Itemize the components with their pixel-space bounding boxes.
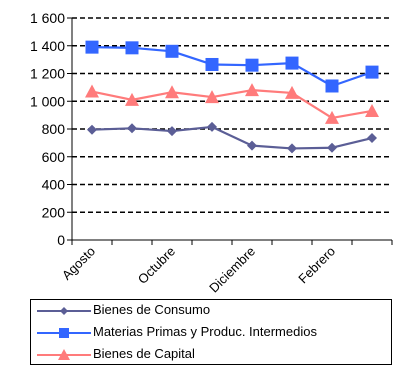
x-tick-label: Febrero <box>295 244 338 287</box>
y-axis-ticks: 0 200 400 600 800 1 000 1 200 1 400 1 600 <box>30 10 72 248</box>
data-point-diamond <box>367 133 377 144</box>
legend-marker-diamond-icon <box>37 307 91 315</box>
x-axis-ticks: Agosto Octubre Diciembre Febrero <box>59 240 393 296</box>
y-tick-label: 1 600 <box>30 10 65 26</box>
x-tick-label: Diciembre <box>206 244 258 296</box>
data-point-diamond <box>327 142 337 153</box>
data-point-diamond <box>287 143 297 154</box>
data-point-square <box>125 41 139 55</box>
data-point-square <box>205 57 219 71</box>
data-point-triangle <box>85 84 99 98</box>
series-line-3 <box>91 89 373 120</box>
y-tick-label: 0 <box>57 232 65 248</box>
data-point-diamond <box>207 121 217 132</box>
legend-marker-triangle-icon <box>37 349 91 360</box>
data-point-triangle <box>285 85 299 99</box>
legend-label: Materias Primas y Produc. Intermedios <box>93 324 317 339</box>
data-point-square <box>285 56 299 70</box>
data-point-square <box>165 44 179 58</box>
legend: Bienes de Consumo Materias Primas y Prod… <box>30 299 392 365</box>
data-point-square <box>365 65 379 79</box>
data-point-triangle <box>205 90 219 104</box>
x-tick-label: Agosto <box>59 244 98 283</box>
y-tick-label: 600 <box>42 149 66 165</box>
legend-item-bienes-de-capital: Bienes de Capital <box>31 344 391 364</box>
data-point-triangle <box>165 85 179 99</box>
data-point-diamond <box>87 124 97 135</box>
data-point-diamond <box>127 123 137 134</box>
data-point-diamond <box>247 140 257 151</box>
y-tick-label: 400 <box>42 177 66 193</box>
data-point-diamond <box>167 126 177 137</box>
data-point-triangle <box>365 103 379 117</box>
y-tick-label: 1 200 <box>30 66 65 82</box>
legend-item-bienes-de-consumo: Bienes de Consumo <box>31 300 391 320</box>
data-point-square <box>325 79 339 93</box>
y-tick-label: 200 <box>42 204 66 220</box>
data-point-square <box>85 40 99 54</box>
y-tick-label: 1 000 <box>30 93 65 109</box>
gridlines <box>72 17 392 214</box>
x-tick-label: Octubre <box>135 244 178 287</box>
legend-label: Bienes de Capital <box>93 346 195 361</box>
data-point-square <box>245 58 259 72</box>
legend-label: Bienes de Consumo <box>93 302 211 317</box>
legend-marker-square-icon <box>37 328 91 338</box>
data-point-triangle <box>325 110 339 124</box>
line-chart: 0 200 400 600 800 1 000 1 200 1 400 1 600 Agosto… <box>30 10 393 296</box>
data-point-triangle <box>245 83 259 97</box>
legend-item-materias-primas: Materias Primas y Produc. Intermedios <box>31 322 391 342</box>
data-point-triangle <box>125 92 139 106</box>
y-tick-label: 1 400 <box>30 38 65 54</box>
series-lines <box>85 40 379 154</box>
series-line-2 <box>91 46 373 88</box>
series-line-1 <box>91 125 373 150</box>
y-tick-label: 800 <box>42 121 66 137</box>
